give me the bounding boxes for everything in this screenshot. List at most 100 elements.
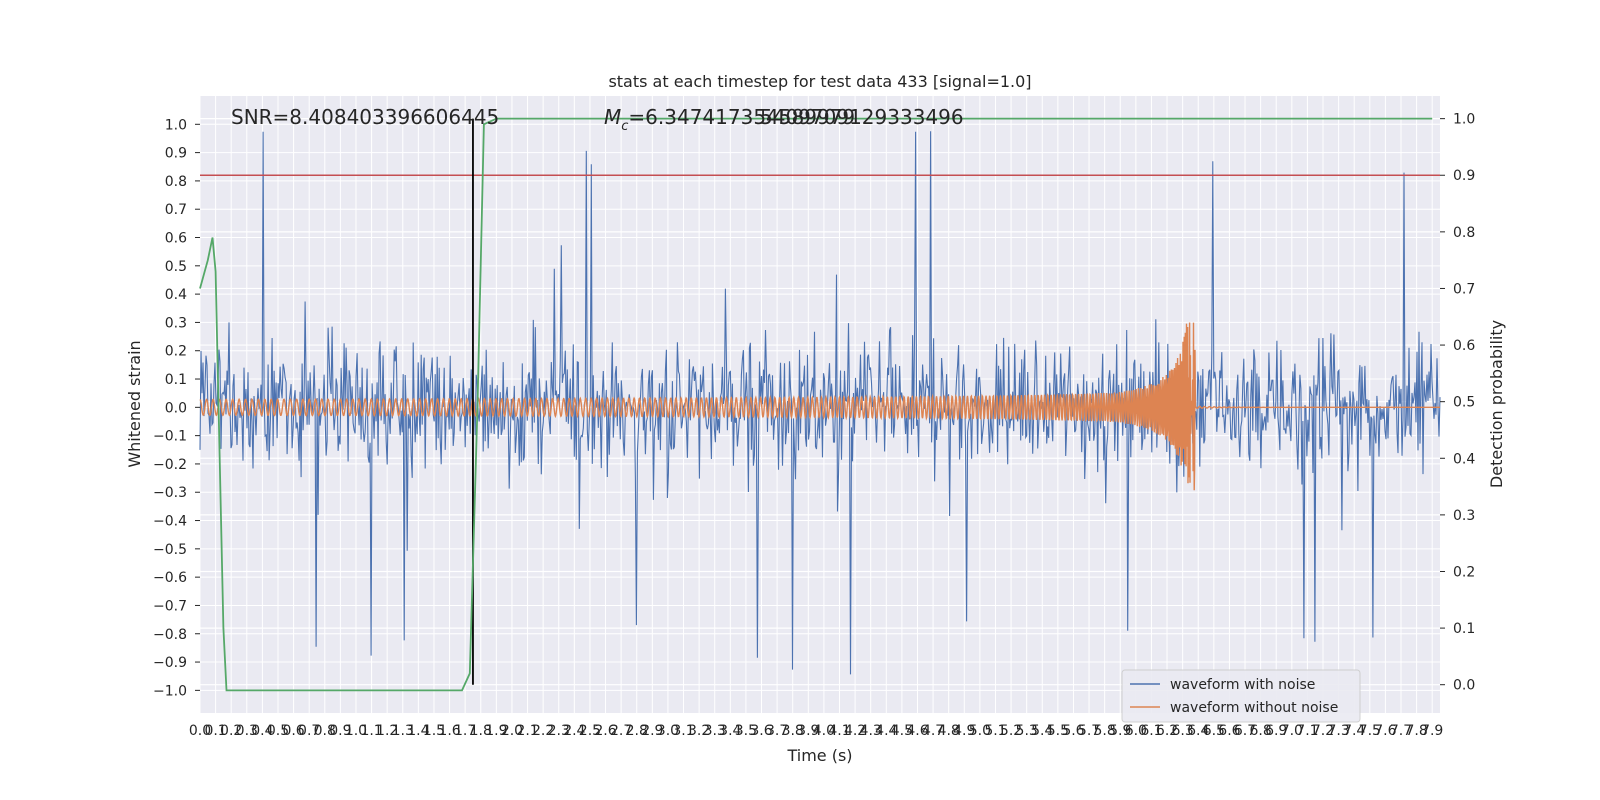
x-tick-label: 7.1 (1296, 723, 1318, 739)
x-tick-label: 3.2 (688, 723, 710, 739)
snr-annotation: SNR=8.408403396606445 (231, 105, 499, 129)
y-tick-label: −0.5 (153, 542, 187, 558)
legend-box (1121, 669, 1361, 723)
y-tick-label: −0.6 (153, 570, 187, 586)
x-tick-label: 6.6 (1218, 723, 1240, 739)
legend: waveform with noise waveform without noi… (1121, 669, 1361, 723)
x-tick-label: 0.6 (282, 723, 304, 739)
x-tick-label: 2.7 (610, 723, 632, 739)
x-tick-label: 0.0 (189, 723, 211, 739)
ticks: 0.00.10.20.30.40.50.60.70.80.91.01.11.21… (153, 112, 1475, 739)
x-tick-label: 3.9 (797, 723, 819, 739)
marks (199, 117, 1440, 692)
x-tick-label: 2.9 (641, 723, 663, 739)
x-tick-label: 3.4 (719, 723, 741, 739)
x-tick-label: 7.0 (1281, 723, 1303, 739)
x-tick-label: 5.4 (1031, 723, 1053, 739)
x-tick-label: 0.8 (314, 723, 336, 739)
x-tick-label: 7.7 (1390, 723, 1412, 739)
x-tick-label: 6.0 (1125, 723, 1147, 739)
y2-tick-label: 0.7 (1453, 281, 1475, 297)
x-tick-label: 5.6 (1062, 723, 1084, 739)
x-tick-label: 7.9 (1421, 723, 1443, 739)
x-tick-label: 4.8 (938, 723, 960, 739)
x-tick-label: 1.7 (454, 723, 476, 739)
x-tick-label: 4.4 (875, 723, 897, 739)
x-tick-label: 6.2 (1156, 723, 1178, 739)
x-tick-label: 7.5 (1359, 723, 1381, 739)
x-tick-label: 2.3 (548, 723, 570, 739)
x-tick-label: 2.1 (516, 723, 538, 739)
x-tick-label: 3.5 (735, 723, 757, 739)
x-tick-label: 0.9 (329, 723, 351, 739)
y2-tick-label: 0.4 (1453, 451, 1475, 467)
y2-tick-label: 0.9 (1453, 168, 1475, 184)
x-tick-label: 4.7 (922, 723, 944, 739)
x-tick-label: 1.3 (392, 723, 414, 739)
x-tick-label: 7.8 (1405, 723, 1427, 739)
y-tick-label: −0.1 (153, 429, 187, 445)
y-tick-label: 1.0 (165, 117, 187, 133)
x-tick-label: 2.8 (626, 723, 648, 739)
y-tick-label: 0.9 (165, 146, 187, 162)
x-tick-label: 3.7 (766, 723, 788, 739)
y2-tick-label: 0.5 (1453, 395, 1475, 411)
y-tick-label: 0.4 (165, 287, 187, 303)
x-tick-label: 6.5 (1203, 723, 1225, 739)
x-tick-label: 3.8 (782, 723, 804, 739)
legend-label-clean: waveform without noise (1170, 700, 1338, 716)
x-tick-label: 1.0 (345, 723, 367, 739)
mc-annotation: Mc=6.347417354589979 (604, 105, 855, 134)
x-tick-label: 6.8 (1249, 723, 1271, 739)
x-tick-label: 4.3 (860, 723, 882, 739)
y-tick-label: 0.1 (165, 372, 187, 388)
x-tick-label: 7.3 (1327, 723, 1349, 739)
y-tick-label: −0.3 (153, 485, 187, 501)
x-tick-label: 0.7 (298, 723, 320, 739)
x-tick-label: 2.2 (532, 723, 554, 739)
y-tick-label: −0.8 (153, 627, 187, 643)
x-tick-label: 2.5 (579, 723, 601, 739)
y-tick-label: −0.4 (153, 514, 187, 530)
chart-title: stats at each timestep for test data 433… (608, 72, 1031, 91)
x-tick-label: 1.9 (485, 723, 507, 739)
x-tick-label: 6.7 (1234, 723, 1256, 739)
x-tick-label: 6.4 (1187, 723, 1209, 739)
x-tick-label: 0.2 (220, 723, 242, 739)
y-tick-label: 0.0 (165, 400, 187, 416)
x-axis-label: Time (s) (786, 746, 852, 765)
y2-tick-label: 0.0 (1453, 678, 1475, 694)
x-tick-label: 3.0 (657, 723, 679, 739)
x-tick-label: 5.8 (1094, 723, 1116, 739)
y-tick-label: 0.3 (165, 315, 187, 331)
x-tick-label: 2.6 (594, 723, 616, 739)
x-tick-label: 6.3 (1172, 723, 1194, 739)
chirp-series (199, 322, 1440, 491)
x-tick-label: 4.0 (813, 723, 835, 739)
y-tick-label: −0.9 (153, 655, 187, 671)
x-tick-label: 6.9 (1265, 723, 1287, 739)
x-tick-label: 5.0 (969, 723, 991, 739)
x-tick-label: 4.9 (953, 723, 975, 739)
x-tick-label: 5.7 (1078, 723, 1100, 739)
x-tick-label: 4.2 (844, 723, 866, 739)
x-tick-label: 5.3 (1016, 723, 1038, 739)
y-tick-label: −1.0 (153, 683, 187, 699)
x-tick-label: 5.2 (1000, 723, 1022, 739)
y-tick-label: 0.6 (165, 231, 187, 247)
y-axis-label: Whitened strain (125, 340, 144, 467)
y2-axis-label: Detection probability (1487, 320, 1506, 488)
x-tick-label: 2.4 (563, 723, 585, 739)
x-tick-label: 4.5 (891, 723, 913, 739)
x-tick-label: 0.5 (267, 723, 289, 739)
x-tick-label: 7.4 (1343, 723, 1365, 739)
x-tick-label: 6.1 (1140, 723, 1162, 739)
x-tick-label: 5.1 (984, 723, 1006, 739)
x-tick-label: 5.5 (1047, 723, 1069, 739)
y2-tick-label: 0.8 (1453, 225, 1475, 241)
x-tick-label: 2.0 (501, 723, 523, 739)
x-tick-label: 4.1 (828, 723, 850, 739)
x-tick-label: 1.5 (423, 723, 445, 739)
x-tick-label: 3.3 (704, 723, 726, 739)
